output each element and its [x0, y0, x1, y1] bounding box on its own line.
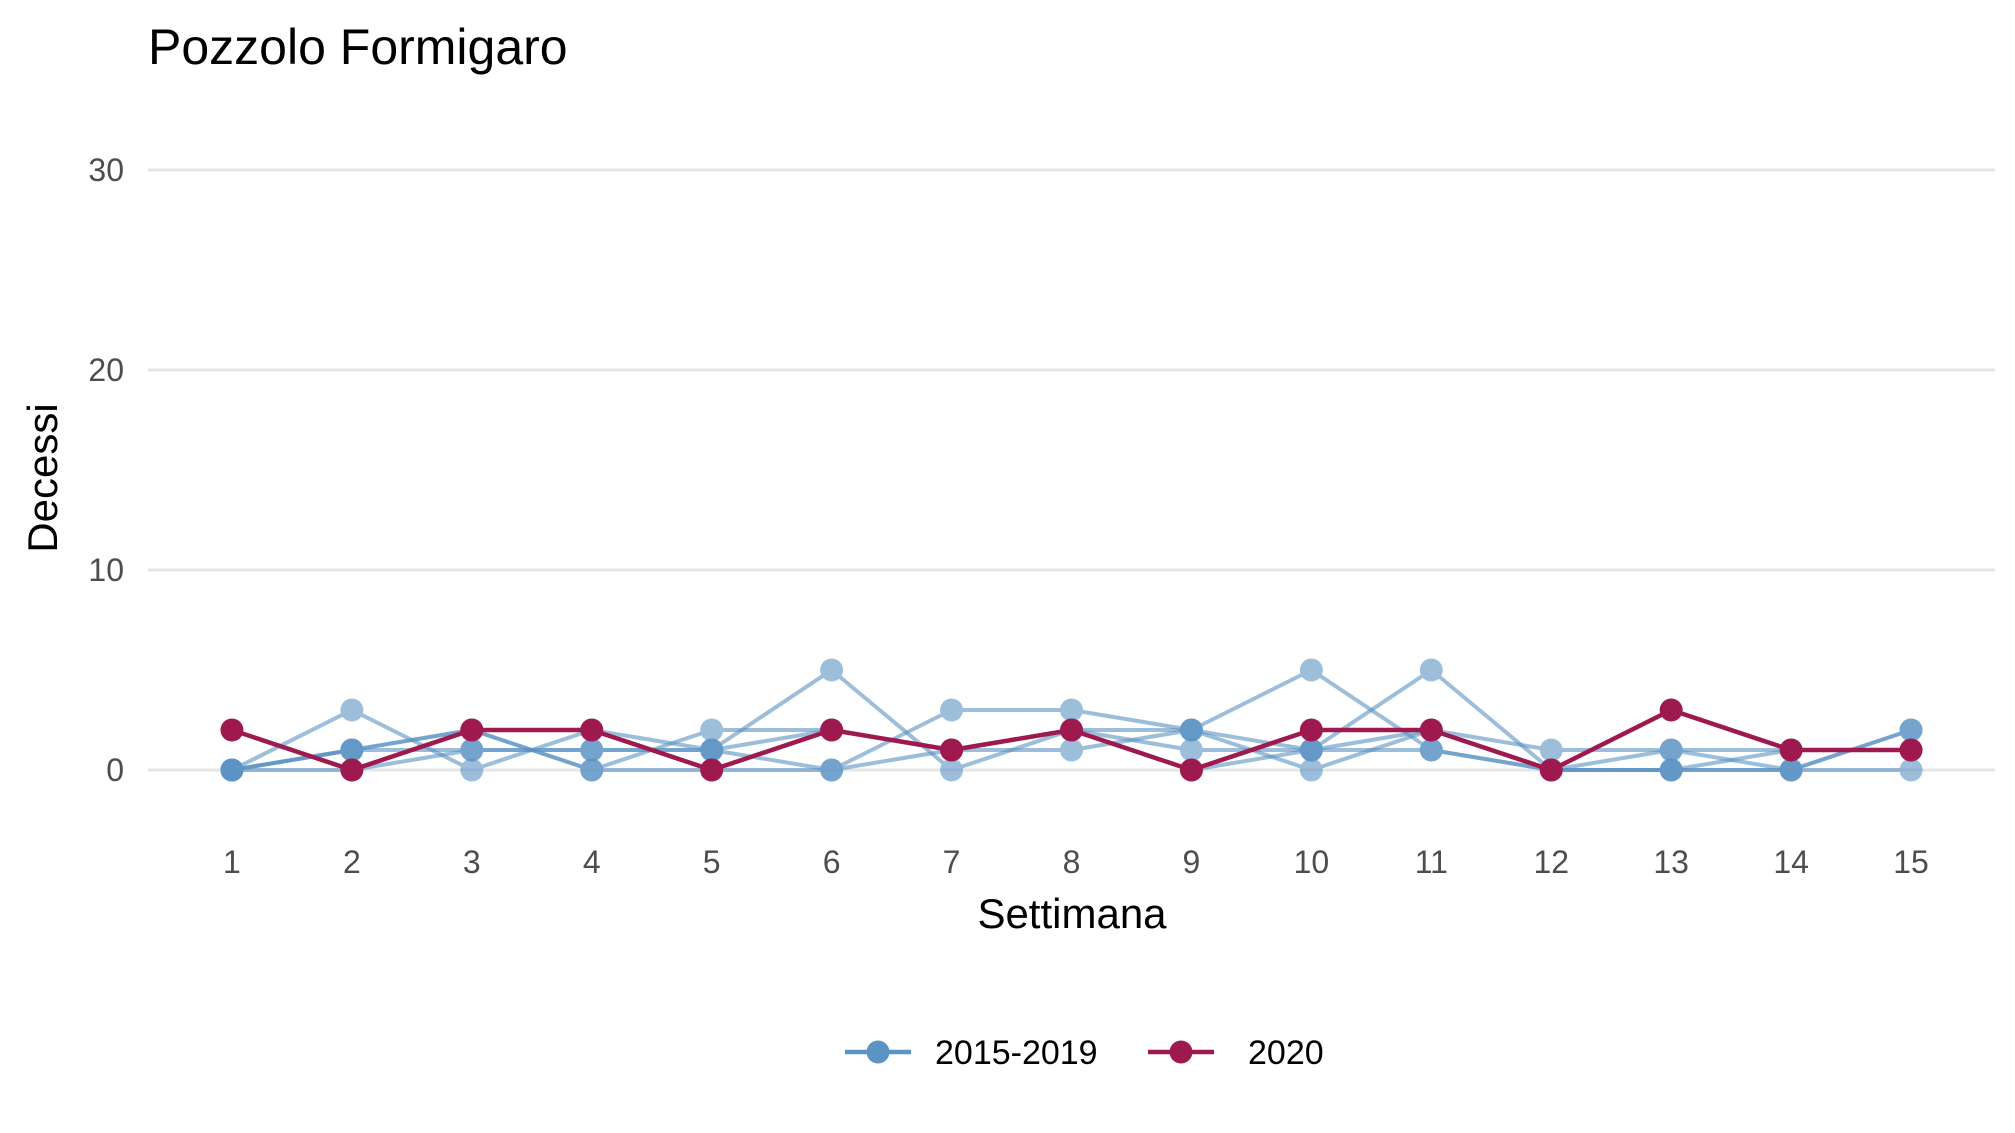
data-point [1179, 758, 1203, 782]
data-point [1179, 718, 1203, 742]
y-tick-label: 30 [88, 152, 124, 188]
x-axis-title: Settimana [977, 890, 1167, 937]
data-point [460, 738, 484, 762]
data-point [220, 718, 244, 742]
data-point [1419, 738, 1443, 762]
grid [148, 168, 1995, 772]
data-point [580, 738, 604, 762]
x-tick-label: 4 [583, 844, 601, 880]
legend-label: 2015-2019 [935, 1034, 1098, 1072]
data-point [340, 738, 364, 762]
data-point [940, 698, 964, 722]
data-point [1060, 698, 1083, 722]
legend-label: 2020 [1248, 1034, 1324, 1072]
data-point [820, 658, 844, 682]
y-tick-label: 20 [88, 352, 124, 388]
data-point [1539, 758, 1563, 782]
data-point [580, 718, 604, 742]
y-tick-label: 0 [106, 752, 124, 788]
x-tick-label: 9 [1183, 844, 1201, 880]
data-point [340, 698, 364, 722]
legend-item-current: 2020 [1148, 1034, 1324, 1072]
data-point [340, 758, 364, 782]
x-axis-ticks: 1 2 3 4 5 6 7 8 9 10 11 12 13 14 15 [223, 844, 1929, 880]
x-tick-label: 8 [1063, 844, 1081, 880]
data-point [940, 758, 964, 782]
data-point [220, 758, 244, 782]
y-axis-ticks: 0 10 20 30 [88, 152, 124, 788]
data-point [1299, 658, 1323, 682]
data-point [1659, 738, 1683, 762]
data-point [1899, 758, 1923, 782]
x-tick-label: 1 [223, 844, 241, 880]
data-point [1299, 738, 1323, 762]
data-point [940, 738, 964, 762]
data-point [1779, 758, 1803, 782]
legend-key-point [1169, 1040, 1193, 1064]
y-axis-title: Decessi [19, 403, 66, 552]
series-current [220, 698, 1923, 782]
data-point [1899, 718, 1923, 742]
legend-item-baseline: 2015-2019 [845, 1034, 1098, 1072]
legend-key-point [866, 1040, 890, 1064]
chart-title: Pozzolo Formigaro [148, 19, 568, 75]
data-point [1779, 738, 1803, 762]
y-tick-label: 10 [88, 552, 124, 588]
data-point [700, 718, 724, 742]
data-point [1299, 758, 1323, 782]
data-point [820, 718, 844, 742]
x-tick-label: 11 [1415, 844, 1448, 880]
x-tick-label: 7 [943, 844, 961, 880]
data-point [460, 718, 484, 742]
x-tick-label: 15 [1893, 844, 1929, 880]
data-point [820, 758, 844, 782]
x-tick-label: 12 [1533, 844, 1569, 880]
series-layer [220, 658, 1923, 782]
legend: 2015-2019 2020 [845, 1034, 1324, 1072]
data-point [1659, 698, 1683, 722]
x-tick-label: 5 [703, 844, 721, 880]
x-tick-label: 14 [1773, 844, 1809, 880]
data-point [1419, 658, 1443, 682]
x-tick-label: 10 [1294, 844, 1330, 880]
data-point [1060, 738, 1083, 762]
data-point [1899, 738, 1923, 762]
data-point [1060, 718, 1083, 742]
data-point [1179, 738, 1203, 762]
x-tick-label: 2 [343, 844, 361, 880]
data-point [460, 758, 484, 782]
data-point [580, 758, 604, 782]
data-point [1419, 718, 1443, 742]
x-tick-label: 6 [823, 844, 841, 880]
data-point [1659, 758, 1683, 782]
x-tick-label: 13 [1653, 844, 1689, 880]
x-tick-label: 3 [463, 844, 481, 880]
data-point [1299, 718, 1323, 742]
data-point [700, 738, 724, 762]
data-point [1539, 738, 1563, 762]
data-point [700, 758, 724, 782]
